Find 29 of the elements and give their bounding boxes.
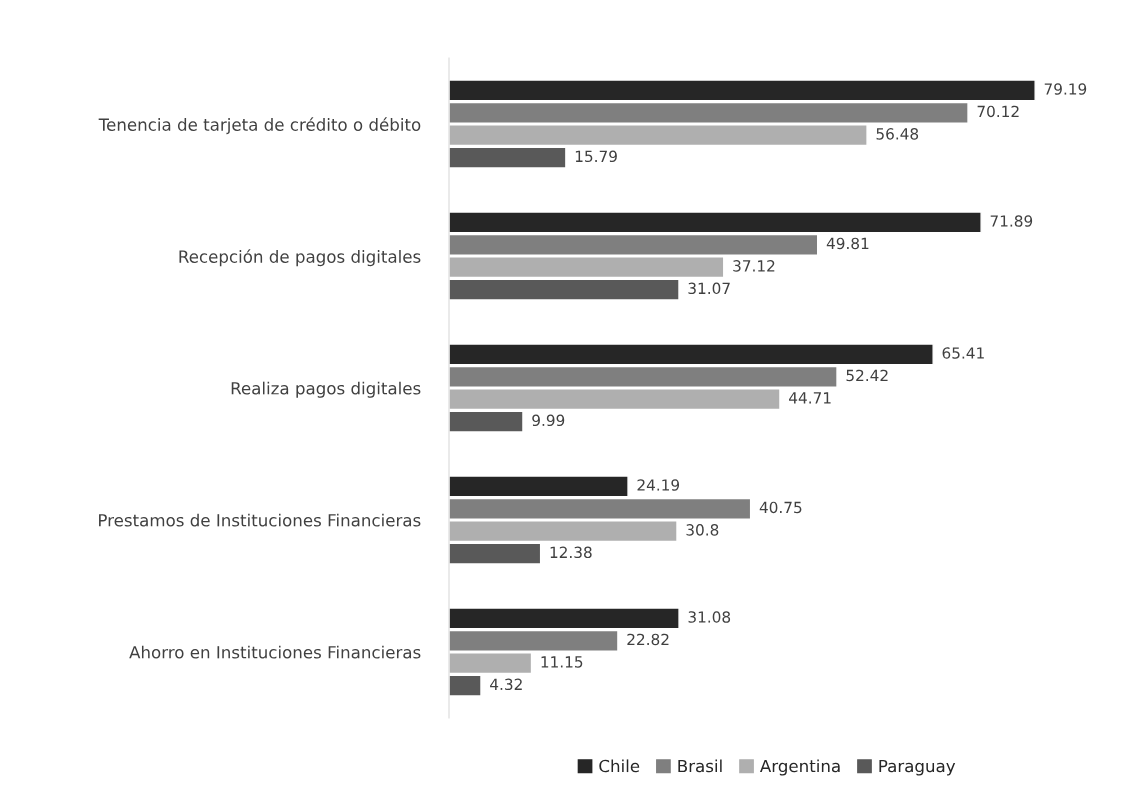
data-label: 79.19: [1044, 83, 1087, 95]
legend-label: Brasil: [678, 759, 722, 773]
data-label: 15.79: [575, 150, 617, 163]
legend-label: Argentina: [759, 759, 840, 776]
data-label: 22.82: [627, 633, 669, 646]
data-label: 4.32: [490, 678, 522, 691]
legend-label: Chile: [599, 759, 640, 773]
data-label: 71.89: [990, 215, 1033, 227]
data-label: 65.41: [942, 347, 984, 359]
data-label: 44.71: [789, 392, 831, 404]
data-label: 30.8: [686, 524, 719, 536]
y-tick-label: Recepción de pagos digitales: [179, 249, 421, 267]
data-label: 37.12: [733, 260, 775, 272]
y-tick-label: Prestamos de Instituciones Financieras: [99, 513, 421, 527]
data-label: 52.42: [846, 369, 888, 382]
data-label: 12.38: [550, 546, 592, 559]
y-tick-label: Ahorro en Instituciones Financieras: [129, 645, 421, 659]
data-label: 56.48: [876, 128, 919, 140]
data-label: 11.15: [541, 656, 583, 668]
data-label: 49.81: [826, 237, 869, 250]
y-tick-label: Realiza pagos digitales: [231, 381, 421, 398]
data-label: 40.75: [759, 501, 802, 514]
data-label: 31.08: [688, 611, 731, 623]
y-tick-label: Tenencia de tarjeta de crédito o débito: [98, 117, 421, 135]
data-label: 31.07: [688, 282, 730, 295]
data-label: 24.19: [637, 479, 680, 491]
legend-label: Paraguay: [879, 759, 956, 776]
data-label: 70.12: [977, 105, 1019, 118]
data-label: 9.99: [532, 414, 565, 427]
